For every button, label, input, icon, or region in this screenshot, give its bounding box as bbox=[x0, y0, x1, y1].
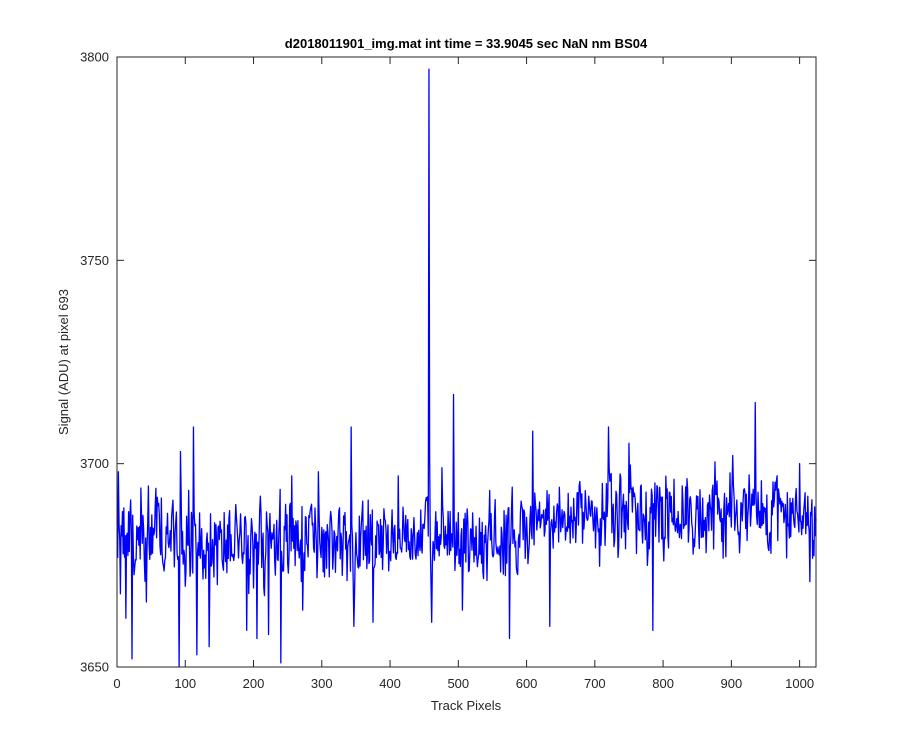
x-tick-label: 800 bbox=[652, 676, 674, 691]
y-tick-label: 3800 bbox=[80, 50, 109, 65]
x-tick-label: 300 bbox=[311, 676, 333, 691]
x-tick-label: 400 bbox=[379, 676, 401, 691]
x-tick-label: 700 bbox=[584, 676, 606, 691]
y-tick-label: 3750 bbox=[80, 253, 109, 268]
x-tick-label: 1000 bbox=[785, 676, 814, 691]
x-tick-label: 500 bbox=[447, 676, 469, 691]
x-tick-label: 100 bbox=[174, 676, 196, 691]
series-line bbox=[117, 68, 817, 668]
y-tick-label: 3700 bbox=[80, 456, 109, 471]
axes-box bbox=[116, 56, 817, 668]
x-tick-label: 0 bbox=[113, 676, 120, 691]
x-tick-label: 600 bbox=[516, 676, 538, 691]
x-axis-label: Track Pixels bbox=[431, 698, 502, 713]
plot-area bbox=[117, 57, 816, 667]
y-axis-label: Signal (ADU) at pixel 693 bbox=[56, 289, 71, 435]
y-tick-label: 3650 bbox=[80, 660, 109, 675]
x-tick-label: 900 bbox=[721, 676, 743, 691]
x-tick-label: 200 bbox=[243, 676, 265, 691]
chart-title: d2018011901_img.mat int time = 33.9045 s… bbox=[285, 36, 648, 51]
